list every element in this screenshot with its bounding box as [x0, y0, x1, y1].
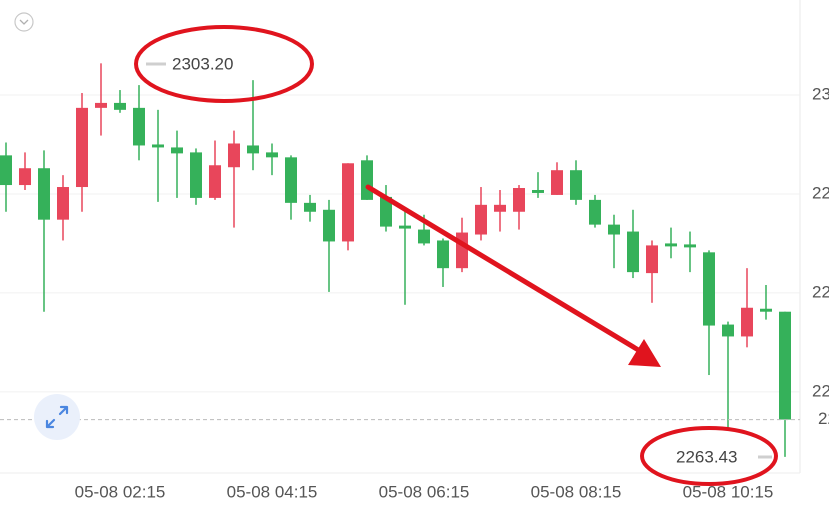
- candle-body: [494, 204, 506, 212]
- grid: [0, 94, 800, 393]
- candle-body: [646, 245, 658, 274]
- high-label: 2303.20: [172, 54, 233, 73]
- collapse-icon[interactable]: [14, 12, 34, 32]
- x-tick-label: 05-08 02:15: [75, 482, 166, 501]
- candle-body: [304, 202, 316, 212]
- candle-body: [684, 244, 696, 248]
- candle-body: [665, 243, 677, 247]
- candle-body: [76, 107, 88, 188]
- x-tick-label: 05-08 08:15: [531, 482, 622, 501]
- last-price-label: 2267.2: [818, 409, 829, 428]
- highlight-ellipse: [134, 25, 314, 103]
- y-tick-label: 2300: [812, 84, 829, 103]
- y-tick-label: 2270: [812, 381, 829, 400]
- x-tick-label: 05-08 04:15: [227, 482, 318, 501]
- candle-body: [380, 196, 392, 227]
- candle-body: [228, 143, 240, 168]
- candle-body: [741, 307, 753, 337]
- candle-body: [703, 252, 715, 326]
- candles: [0, 63, 800, 457]
- expand-button[interactable]: [34, 394, 80, 440]
- candle-body: [133, 107, 145, 146]
- candle-body: [323, 209, 335, 242]
- candle-body: [209, 165, 221, 198]
- low-label: 2263.43: [676, 447, 737, 466]
- candle-body: [570, 170, 582, 200]
- candle-body: [19, 168, 31, 186]
- candle-body: [38, 168, 50, 220]
- candle-body: [627, 231, 639, 273]
- candle-body: [171, 147, 183, 154]
- y-tick-label: 2280: [812, 282, 829, 301]
- candle-body: [532, 189, 544, 193]
- candle-body: [152, 144, 164, 148]
- candle-body: [779, 311, 791, 420]
- candle-body: [456, 232, 468, 269]
- x-tick-label: 05-08 10:15: [683, 482, 774, 501]
- y-tick-label: 2290: [812, 183, 829, 202]
- candle-body: [437, 240, 449, 269]
- highlight-ellipse: [640, 426, 778, 486]
- candle-body: [190, 152, 202, 198]
- candle-body: [285, 157, 297, 203]
- candle-body: [475, 204, 487, 235]
- candle-body: [266, 152, 278, 158]
- candle-body: [95, 102, 107, 108]
- candle-body: [418, 229, 430, 244]
- candle-body: [247, 145, 259, 154]
- candle-body: [551, 170, 563, 195]
- candle-body: [513, 188, 525, 212]
- candle-body: [722, 324, 734, 337]
- candle-body: [361, 160, 373, 200]
- candle-body: [589, 199, 601, 225]
- candle-body: [399, 225, 411, 229]
- candle-body: [608, 224, 620, 235]
- candle-body: [57, 187, 69, 220]
- labels: 2270 2280 2290 2300 2267.2 05-08 02:15 05-08 0…: [75, 84, 829, 501]
- candle-body: [342, 163, 354, 242]
- candle-body: [760, 308, 772, 312]
- trend-arrow: [365, 184, 661, 367]
- x-tick-label: 05-08 06:15: [379, 482, 470, 501]
- candle-body: [0, 155, 12, 186]
- candle-body: [114, 102, 126, 110]
